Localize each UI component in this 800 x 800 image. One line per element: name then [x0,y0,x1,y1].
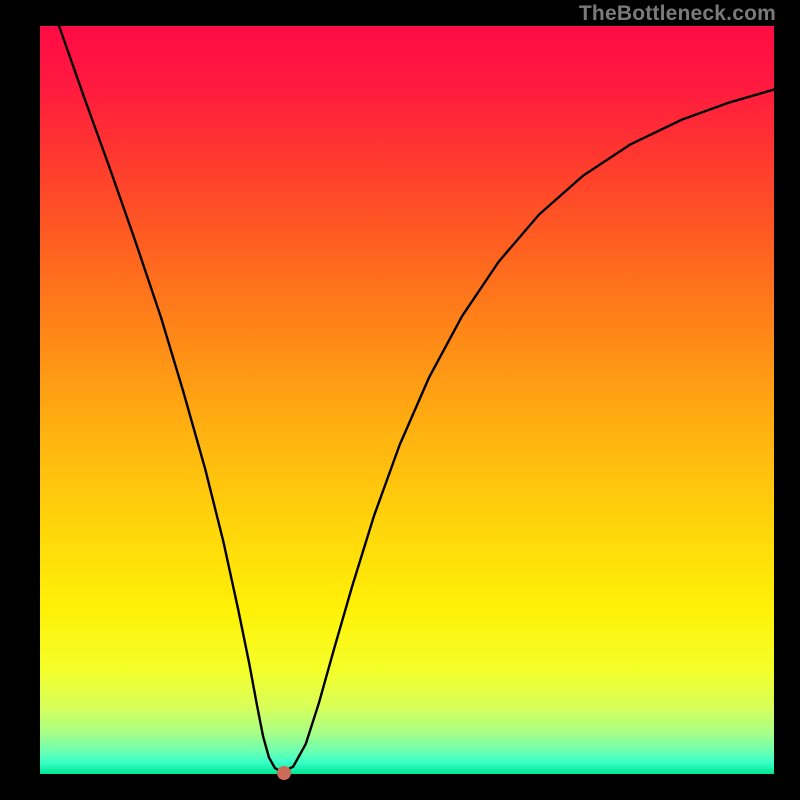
plot-area [40,26,774,774]
watermark-text: TheBottleneck.com [579,2,776,26]
plot-svg [40,26,774,774]
optimal-point-marker [277,766,291,780]
gradient-background [40,26,774,774]
